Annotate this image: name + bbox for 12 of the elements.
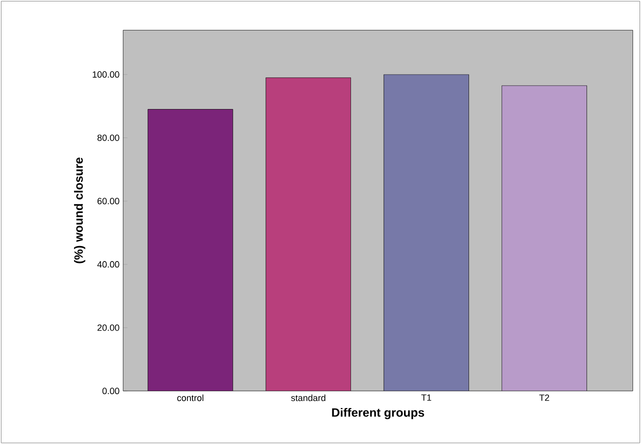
x-tick-label: control	[177, 394, 204, 402]
y-tick-label: 100.00	[92, 71, 120, 78]
y-tick-label: 0.00	[102, 388, 120, 394]
y-tick-label: 40.00	[97, 261, 120, 268]
x-axis-title: Different groups	[332, 408, 424, 420]
y-tick-label: 80.00	[97, 134, 120, 141]
y-axis-title: (%) wound closure	[74, 158, 86, 264]
x-tick-label: T1	[421, 394, 432, 401]
y-tick-label: 20.00	[98, 324, 120, 331]
x-tick-label: T2	[539, 394, 550, 401]
y-tick-label: 60.00	[98, 198, 120, 204]
x-tick-label: standard	[291, 394, 326, 402]
